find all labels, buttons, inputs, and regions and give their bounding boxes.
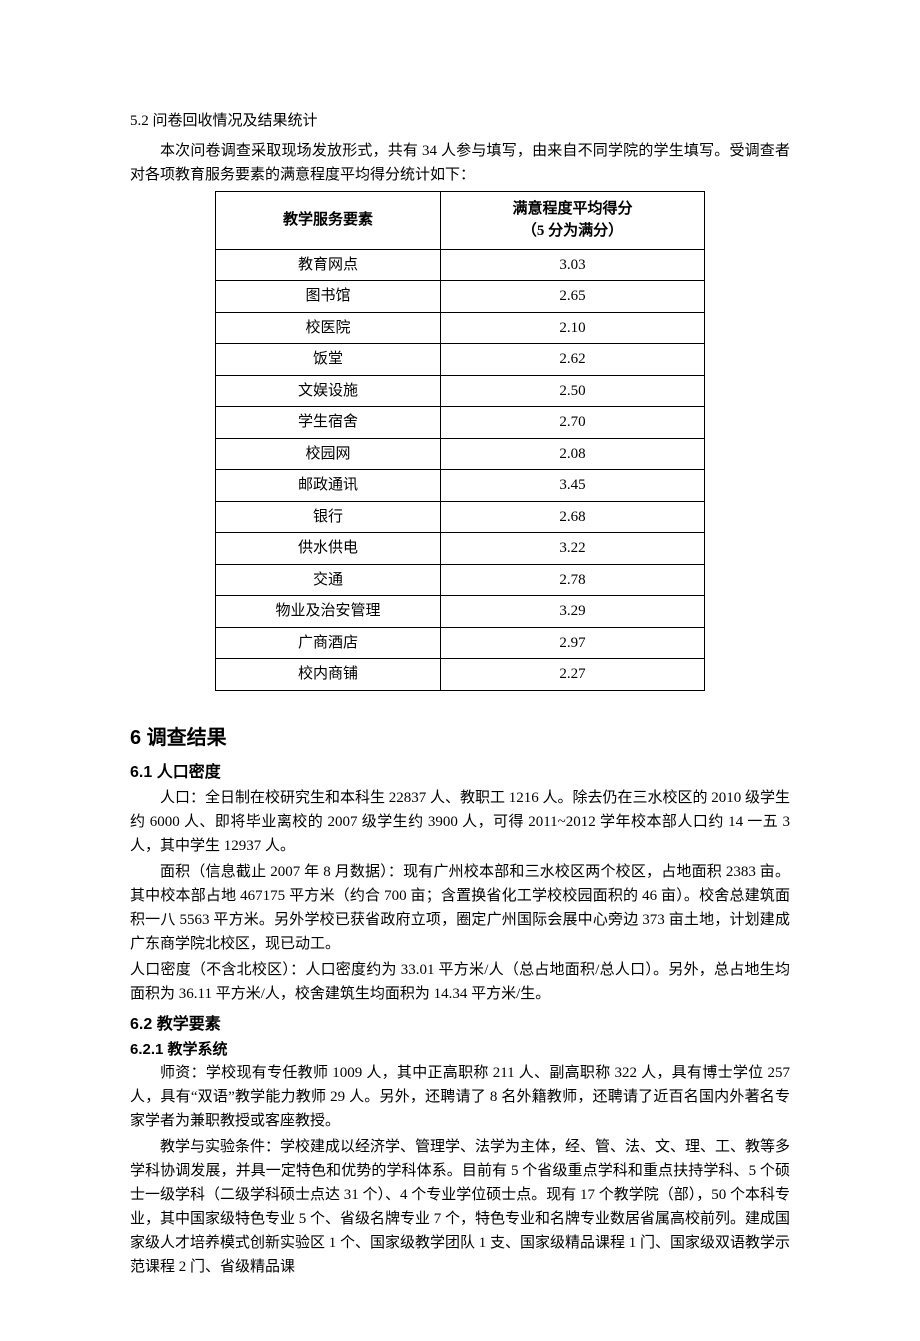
table-cell-score: 2.65 [441,281,705,313]
table-row: 邮政通讯3.45 [216,470,705,502]
table-cell-score: 2.70 [441,407,705,439]
table-row: 交通2.78 [216,564,705,596]
table-cell-score: 2.27 [441,659,705,691]
table-header-factor: 教学服务要素 [216,191,441,249]
table-cell-score: 2.68 [441,501,705,533]
table-row: 校医院2.10 [216,312,705,344]
table-row: 学生宿舍2.70 [216,407,705,439]
paragraph-6-1-p2: 面积（信息截止 2007 年 8 月数据）：现有广州校本部和三水校区两个校区，占… [130,860,790,956]
table-row: 校内商铺2.27 [216,659,705,691]
document-page: 5.2 问卷回收情况及结果统计 本次问卷调查采取现场发放形式，共有 34 人参与… [0,0,920,1341]
table-row: 广商酒店2.97 [216,627,705,659]
table-header-score-line2: （5 分为满分） [522,223,623,239]
table-row: 银行2.68 [216,501,705,533]
table-cell-score: 3.03 [441,249,705,281]
paragraph-6-1-p3: 人口密度（不含北校区）：人口密度约为 33.01 平方米/人（总占地面积/总人口… [130,958,790,1006]
heading-5-2: 5.2 问卷回收情况及结果统计 [130,110,790,133]
heading-6: 6 调查结果 [130,721,790,750]
table-cell-factor: 文娱设施 [216,375,441,407]
table-cell-score: 2.08 [441,438,705,470]
table-cell-factor: 校医院 [216,312,441,344]
table-cell-score: 3.29 [441,596,705,628]
table-cell-score: 2.50 [441,375,705,407]
paragraph-6-2-1-p2: 教学与实验条件：学校建成以经济学、管理学、法学为主体，经、管、法、文、理、工、教… [130,1135,790,1279]
satisfaction-table: 教学服务要素 满意程度平均得分 （5 分为满分） 教育网点3.03图书馆2.65… [215,191,705,691]
table-row: 校园网2.08 [216,438,705,470]
paragraph-5-2-intro: 本次问卷调查采取现场发放形式，共有 34 人参与填写，由来自不同学院的学生填写。… [130,139,790,187]
table-row: 物业及治安管理3.29 [216,596,705,628]
table-header-score-line1: 满意程度平均得分 [513,201,633,217]
table-cell-score: 3.45 [441,470,705,502]
table-cell-factor: 教育网点 [216,249,441,281]
table-header-score: 满意程度平均得分 （5 分为满分） [441,191,705,249]
table-cell-score: 2.10 [441,312,705,344]
table-cell-factor: 银行 [216,501,441,533]
table-cell-factor: 供水供电 [216,533,441,565]
table-cell-score: 2.97 [441,627,705,659]
heading-6-1: 6.1 人口密度 [130,758,790,782]
table-cell-score: 2.78 [441,564,705,596]
paragraph-6-2-1-p1: 师资：学校现有专任教师 1009 人，其中正高职称 211 人、副高职称 322… [130,1061,790,1133]
paragraph-6-1-p1: 人口：全日制在校研究生和本科生 22837 人、教职工 1216 人。除去仍在三… [130,786,790,858]
table-cell-factor: 校园网 [216,438,441,470]
table-cell-factor: 饭堂 [216,344,441,376]
table-row: 供水供电3.22 [216,533,705,565]
table-cell-factor: 交通 [216,564,441,596]
table-cell-score: 2.62 [441,344,705,376]
table-row: 教育网点3.03 [216,249,705,281]
table-cell-factor: 学生宿舍 [216,407,441,439]
table-header-row: 教学服务要素 满意程度平均得分 （5 分为满分） [216,191,705,249]
table-cell-factor: 校内商铺 [216,659,441,691]
heading-6-2: 6.2 教学要素 [130,1010,790,1034]
heading-6-2-1: 6.2.1 教学系统 [130,1038,790,1059]
table-row: 饭堂2.62 [216,344,705,376]
table-cell-factor: 物业及治安管理 [216,596,441,628]
table-cell-score: 3.22 [441,533,705,565]
table-cell-factor: 邮政通讯 [216,470,441,502]
table-cell-factor: 广商酒店 [216,627,441,659]
table-cell-factor: 图书馆 [216,281,441,313]
table-row: 图书馆2.65 [216,281,705,313]
table-row: 文娱设施2.50 [216,375,705,407]
